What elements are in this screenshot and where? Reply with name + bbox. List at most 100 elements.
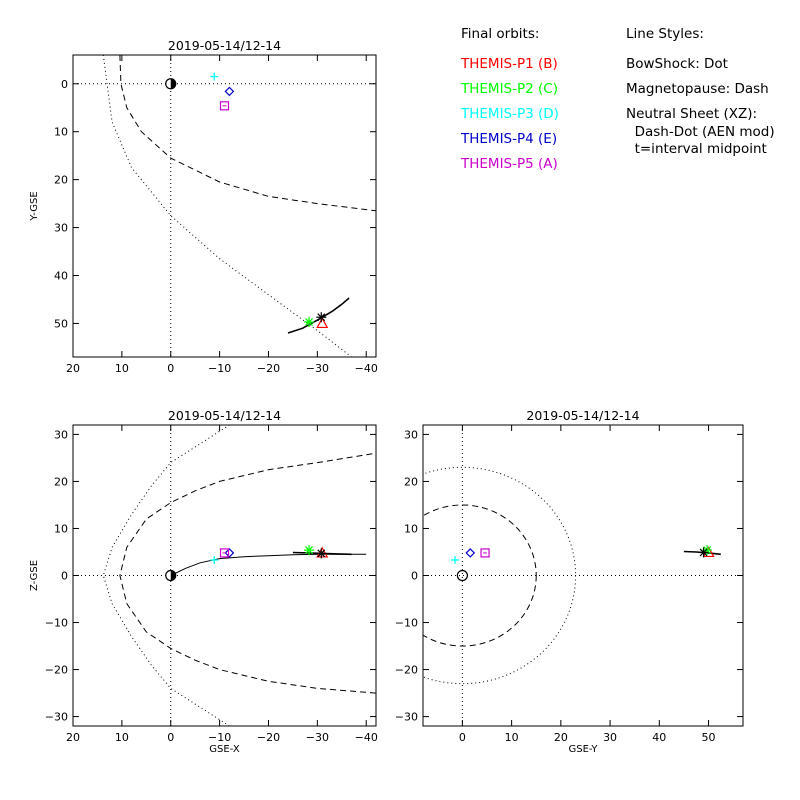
y-tick-label: 20: [54, 174, 68, 187]
square-symbol: [219, 548, 230, 558]
x-tick-label: −10: [208, 731, 231, 744]
x-axis-label: GSE-Y: [569, 744, 599, 755]
chart-panel-1: 2019-05-14/12-14 20 10 0 −10 −20 −30 −40 0 10 20 30…: [29, 38, 378, 375]
y-tick-label: 40: [54, 270, 68, 283]
chart-title: 2019-05-14/12-14: [526, 408, 639, 423]
legend-probe-p5: THEMIS-P5 (A): [461, 156, 558, 172]
square-symbol: [480, 548, 490, 558]
legend-style-bowshock: BowShock: Dot: [626, 56, 728, 72]
axes-frame: [72, 54, 377, 358]
legend-styles-heading: Line Styles:: [626, 26, 704, 42]
chart-title: 2019-05-14/12-14: [168, 408, 281, 423]
plot-area: [102, 55, 376, 357]
axes-frame: [72, 424, 377, 727]
p4-marker: [224, 548, 235, 558]
y-tick-label: 0: [411, 570, 418, 583]
chart-title: 2019-05-14/12-14: [168, 38, 281, 53]
x-tick-label: 20: [66, 731, 80, 744]
midpoint-marker: [316, 548, 327, 559]
asterisk-stroke: [305, 318, 314, 326]
x-tick-label: −40: [355, 362, 378, 375]
x-tick-label: −30: [306, 362, 329, 375]
y-tick-label: −10: [45, 617, 68, 630]
asterisk-stroke: [317, 549, 326, 558]
x-tick-label: −40: [355, 731, 378, 744]
y-tick-label: −20: [395, 664, 418, 677]
legend-style-midpoint: t=interval midpoint: [626, 141, 767, 157]
magnetopause-circle: [423, 504, 537, 647]
p4-marker: [224, 86, 235, 97]
magnetopause-line: [119, 55, 376, 212]
x-tick-label: 10: [505, 731, 519, 744]
x-tick-label: 10: [115, 731, 129, 744]
x-tick-label: −20: [257, 362, 280, 375]
bowshock-circle: [423, 466, 577, 685]
y-tick-label: −20: [45, 664, 68, 677]
p3-marker: [210, 72, 219, 81]
legend-probe-p3: THEMIS-P3 (D): [461, 106, 559, 122]
y-axis-label: Y-GSE: [29, 191, 40, 221]
y-tick-label: 30: [404, 428, 418, 441]
y-tick-label: −10: [395, 617, 418, 630]
neutral-line: [170, 553, 367, 576]
x-tick-label: 20: [554, 731, 568, 744]
earth-marker: [456, 569, 468, 582]
x-tick-label: 0: [167, 731, 174, 744]
p4-marker: [465, 548, 476, 558]
asterisk-stroke: [317, 313, 326, 322]
y-tick-label: −30: [395, 711, 418, 724]
y-tick-label: 10: [54, 522, 68, 535]
diamond-symbol: [224, 548, 235, 558]
x-tick-label: −10: [208, 362, 231, 375]
y-tick-label: 20: [404, 475, 418, 488]
orbit-line: [287, 297, 350, 334]
x-tick-label: 40: [652, 731, 666, 744]
legend-probe-p2: THEMIS-P2 (C): [461, 81, 558, 97]
y-tick-label: 0: [61, 78, 68, 91]
magnetopause-line: [119, 452, 376, 694]
x-tick-label: 30: [603, 731, 617, 744]
earth-outline: [456, 569, 468, 582]
earth-marker: [165, 78, 177, 90]
plot-area: [102, 425, 376, 726]
legend-style-dash-dot: Dash-Dot (AEN mod): [626, 124, 775, 140]
y-tick-label: 10: [404, 522, 418, 535]
x-axis-label: GSE-X: [209, 744, 240, 755]
earth-night-side: [170, 570, 176, 581]
diamond-symbol: [224, 86, 235, 97]
y-axis-label: Z-GSE: [29, 560, 40, 591]
x-tick-label: 0: [459, 731, 466, 744]
p2-marker: [304, 545, 315, 556]
x-tick-label: 20: [66, 362, 80, 375]
chart-panel-3: 2019-05-14/12-14 0 10 20 30 40 50 −30 −20 −10 0 10 2…: [395, 408, 744, 755]
p5-marker: [219, 548, 230, 558]
earth-marker: [165, 569, 177, 582]
y-tick-label: 10: [54, 126, 68, 139]
midpoint-marker: [316, 312, 327, 323]
legend-style-neutral-sheet: Neutral Sheet (XZ):: [626, 106, 758, 122]
plot-area: [423, 466, 721, 685]
y-tick-label: 30: [54, 222, 68, 235]
x-tick-label: −30: [306, 731, 329, 744]
asterisk-stroke: [305, 546, 314, 555]
legend-style-magnetopause: Magnetopause: Dash: [626, 81, 769, 97]
x-tick-label: −20: [257, 731, 280, 744]
p1-marker: [316, 317, 329, 329]
x-tick-label: 10: [115, 362, 129, 375]
earth-night-side: [170, 78, 176, 89]
asterisk-stroke: [699, 548, 708, 557]
square-symbol: [219, 101, 230, 111]
y-tick-label: 30: [54, 428, 68, 441]
p3-marker: [210, 555, 219, 564]
legend-orbits-heading: Final orbits:: [461, 26, 540, 42]
diamond-symbol: [465, 548, 476, 558]
y-tick-label: −30: [45, 711, 68, 724]
legend-probe-p1: THEMIS-P1 (B): [461, 56, 558, 72]
x-tick-label: 50: [702, 731, 716, 744]
chart-panel-2: 2019-05-14/12-14 20 10 0 −10 −20 −30 −40 −30 −20 −…: [29, 408, 378, 755]
y-tick-label: 50: [54, 317, 68, 330]
bowshock-line: [102, 55, 352, 357]
p2-marker: [304, 317, 315, 328]
y-tick-label: 20: [54, 475, 68, 488]
